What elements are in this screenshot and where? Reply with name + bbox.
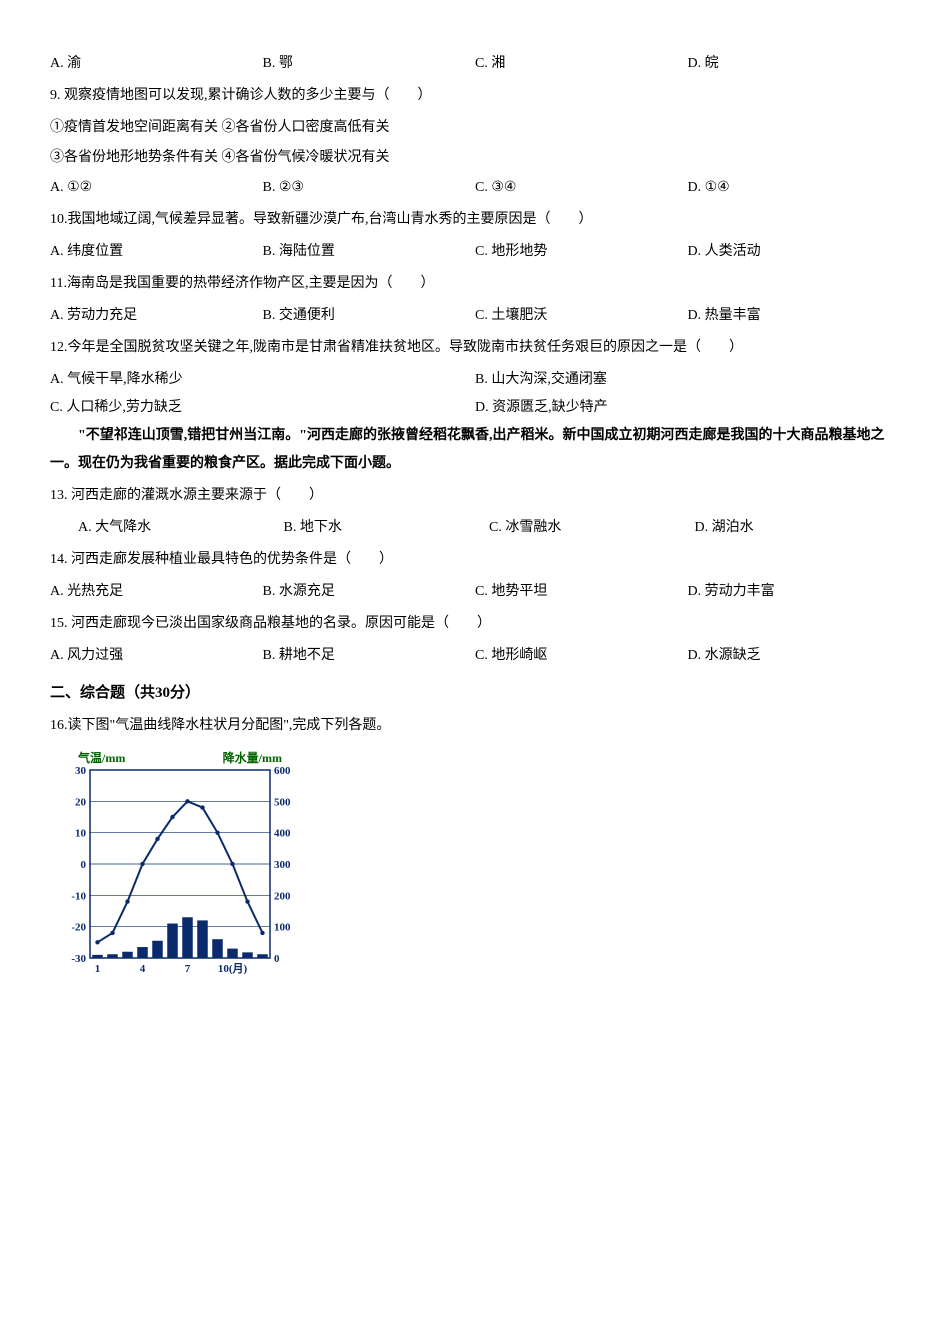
q11-options: A. 劳动力充足 B. 交通便利 C. 土壤肥沃 D. 热量丰富 [50,302,900,330]
q15-opt-b: B. 耕地不足 [263,642,476,670]
q15-opt-d: D. 水源缺乏 [688,642,901,670]
q8-opt-b: B. 鄂 [263,50,476,78]
q8-opt-c: C. 湘 [475,50,688,78]
q9-opt-a: A. ①② [50,174,263,202]
svg-text:100: 100 [274,922,291,934]
svg-text:-30: -30 [71,953,86,965]
q13-stem: 13. 河西走廊的灌溉水源主要来源于（ ） [50,482,900,510]
q9-opt-d: D. ①④ [688,174,901,202]
climate-chart: 气温/mm降水量/mm3020100-10-20-306005004003002… [50,748,900,978]
q14-stem: 14. 河西走廊发展种植业最具特色的优势条件是（ ） [50,546,900,574]
q12-stem: 12.今年是全国脱贫攻坚关键之年,陇南市是甘肃省精准扶贫地区。导致陇南市扶贫任务… [50,334,900,362]
q10-options: A. 纬度位置 B. 海陆位置 C. 地形地势 D. 人类活动 [50,238,900,266]
q14-opt-d: D. 劳动力丰富 [688,578,901,606]
q11-opt-a: A. 劳动力充足 [50,302,263,330]
q13-options: A. 大气降水 B. 地下水 C. 冰雪融水 D. 湖泊水 [50,514,900,542]
svg-text:气温/mm: 气温/mm [77,750,125,765]
q11-opt-c: C. 土壤肥沃 [475,302,688,330]
q14-options: A. 光热充足 B. 水源充足 C. 地势平坦 D. 劳动力丰富 [50,578,900,606]
q12-opt-c: C. 人口稀少,劳力缺乏 [50,394,475,422]
q13-opt-d: D. 湖泊水 [695,514,901,542]
svg-text:7: 7 [185,963,191,975]
svg-text:4: 4 [140,963,146,975]
q11-opt-d: D. 热量丰富 [688,302,901,330]
q11-opt-b: B. 交通便利 [263,302,476,330]
q12-opt-a: A. 气候干旱,降水稀少 [50,366,475,394]
q16-stem: 16.读下图"气温曲线降水柱状月分配图",完成下列各题。 [50,712,900,740]
q15-options: A. 风力过强 B. 耕地不足 C. 地形崎岖 D. 水源缺乏 [50,642,900,670]
svg-text:10: 10 [75,828,87,840]
q14-opt-a: A. 光热充足 [50,578,263,606]
q9-stem: 9. 观察疫情地图可以发现,累计确诊人数的多少主要与（ ） [50,82,900,110]
svg-text:降水量/mm: 降水量/mm [223,750,282,765]
q14-opt-b: B. 水源充足 [263,578,476,606]
q9-sub2: ③各省份地形地势条件有关 ④各省份气候冷暖状况有关 [50,144,900,172]
svg-text:30: 30 [75,765,87,777]
svg-text:-10: -10 [71,890,86,902]
svg-text:500: 500 [274,796,291,808]
q8-opt-a: A. 渝 [50,50,263,78]
q12-opt-d: D. 资源匮乏,缺少特产 [475,394,900,422]
q15-opt-a: A. 风力过强 [50,642,263,670]
q10-opt-c: C. 地形地势 [475,238,688,266]
q13-opt-c: C. 冰雪融水 [489,514,695,542]
q10-stem: 10.我国地域辽阔,气候差异显著。导致新疆沙漠广布,台湾山青水秀的主要原因是（ … [50,206,900,234]
climate-chart-svg: 气温/mm降水量/mm3020100-10-20-306005004003002… [50,748,310,978]
q9-sub1: ①疫情首发地空间距离有关 ②各省份人口密度高低有关 [50,114,900,142]
q14-opt-c: C. 地势平坦 [475,578,688,606]
q11-stem: 11.海南岛是我国重要的热带经济作物产区,主要是因为（ ） [50,270,900,298]
q12-row1: A. 气候干旱,降水稀少 B. 山大沟深,交通闭塞 [50,366,900,394]
svg-text:-20: -20 [71,922,86,934]
svg-text:1: 1 [95,963,101,975]
svg-text:0: 0 [274,953,280,965]
q13-opt-a: A. 大气降水 [78,514,284,542]
svg-text:400: 400 [274,828,291,840]
q10-opt-b: B. 海陆位置 [263,238,476,266]
q10-opt-a: A. 纬度位置 [50,238,263,266]
q12-opt-b: B. 山大沟深,交通闭塞 [475,366,900,394]
svg-text:200: 200 [274,890,291,902]
svg-text:300: 300 [274,859,291,871]
q8-options: A. 渝 B. 鄂 C. 湘 D. 皖 [50,50,900,78]
section-2-title: 二、综合题（共30分） [50,678,900,708]
q13-opt-b: B. 地下水 [284,514,490,542]
q8-opt-d: D. 皖 [688,50,901,78]
q10-opt-d: D. 人类活动 [688,238,901,266]
q15-stem: 15. 河西走廊现今已淡出国家级商品粮基地的名录。原因可能是（ ） [50,610,900,638]
q15-opt-c: C. 地形崎岖 [475,642,688,670]
svg-text:0: 0 [81,859,87,871]
svg-text:10(月): 10(月) [218,962,248,975]
q12-row2: C. 人口稀少,劳力缺乏 D. 资源匮乏,缺少特产 [50,394,900,422]
passage-1: "不望祁连山顶雪,错把甘州当江南。"河西走廊的张掖曾经稻花飘香,出产稻米。新中国… [50,422,900,478]
q9-opt-c: C. ③④ [475,174,688,202]
svg-text:20: 20 [75,796,87,808]
q9-options: A. ①② B. ②③ C. ③④ D. ①④ [50,174,900,202]
q9-opt-b: B. ②③ [263,174,476,202]
svg-text:600: 600 [274,765,291,777]
